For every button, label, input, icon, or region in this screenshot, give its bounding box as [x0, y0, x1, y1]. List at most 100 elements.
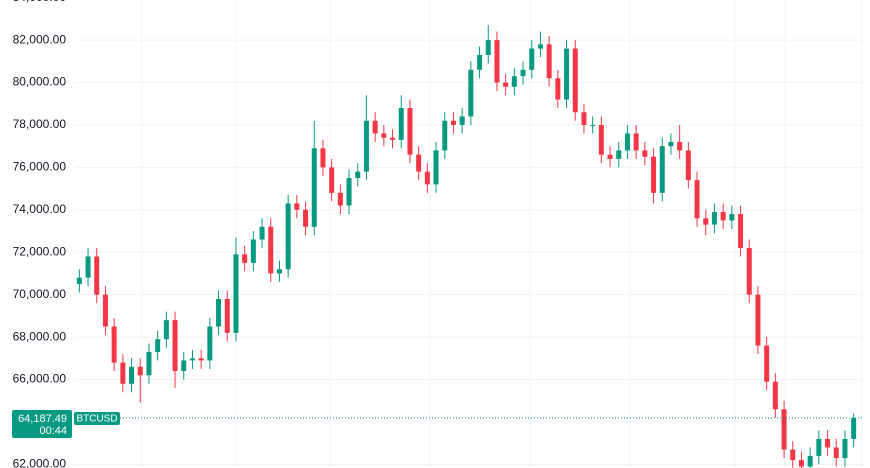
candle-body	[677, 141, 683, 151]
candle-body	[224, 298, 230, 333]
candle-body	[537, 44, 543, 49]
y-tick-label: 80,000.00	[13, 75, 67, 89]
candle-body	[529, 48, 535, 70]
candle-body	[102, 294, 108, 327]
y-tick-label: 74,000.00	[13, 202, 67, 216]
candle-body	[329, 167, 335, 193]
candle-body	[477, 54, 483, 70]
candle-body	[616, 150, 622, 159]
candle-body	[546, 44, 552, 79]
candle-body	[355, 171, 361, 178]
candle-body	[442, 120, 448, 151]
candle-body	[668, 141, 674, 147]
candle-body	[564, 48, 570, 100]
candle-body	[285, 203, 291, 270]
candle-body	[772, 381, 778, 410]
candle-body	[651, 156, 657, 193]
candle-body	[807, 455, 813, 467]
candle-body	[825, 438, 831, 448]
y-tick-label: 62,000.00	[13, 457, 67, 468]
candle-body	[555, 78, 561, 100]
candle-body	[572, 48, 578, 113]
candle-body	[703, 218, 709, 225]
candle-body	[842, 438, 848, 459]
candle-body	[189, 358, 195, 361]
candle-body	[207, 326, 213, 361]
candle-body	[468, 69, 474, 117]
candle-body	[346, 177, 352, 206]
candle-body	[503, 82, 509, 87]
candle-body	[129, 366, 135, 384]
candle-body	[311, 148, 317, 227]
candle-body	[111, 326, 117, 363]
candle-body	[294, 203, 300, 210]
y-tick-label: 70,000.00	[13, 287, 67, 301]
candle-body	[633, 133, 639, 151]
last-price-box	[12, 409, 72, 438]
candle-body	[798, 460, 804, 467]
candle-body	[790, 449, 796, 461]
candle-body	[833, 447, 839, 459]
candle-body	[146, 351, 152, 376]
y-tick-label: 66,000.00	[13, 372, 67, 386]
candle-body	[659, 146, 665, 193]
candle-body	[711, 211, 717, 225]
candle-body	[738, 214, 744, 249]
candle-body	[250, 239, 256, 263]
symbol-box	[74, 411, 120, 425]
candle-body	[398, 107, 404, 140]
candle-body	[137, 366, 143, 376]
candle-body	[764, 345, 770, 382]
last-price-label: 64,187.49	[18, 413, 67, 425]
candle-body	[685, 150, 691, 181]
candle-body	[746, 248, 752, 295]
candle-body	[433, 150, 439, 185]
candle-body	[729, 214, 735, 221]
candle-body	[181, 360, 187, 372]
candle-body	[120, 362, 126, 384]
candle-body	[511, 76, 517, 87]
candle-body	[494, 40, 500, 83]
candle-body	[424, 171, 430, 185]
candle-body	[720, 211, 726, 221]
candle-body	[520, 69, 526, 77]
candle-body	[755, 294, 761, 346]
candle-body	[485, 40, 491, 55]
x-grid	[141, 0, 863, 468]
candle-body	[459, 116, 465, 125]
candle-body	[381, 133, 387, 138]
candle-body	[320, 148, 326, 168]
candle-body	[337, 192, 343, 206]
candle-body	[390, 137, 396, 140]
y-tick-label: 82,000.00	[13, 32, 67, 46]
candle-body	[259, 226, 265, 240]
candle-body	[363, 120, 369, 172]
candle-body	[450, 120, 456, 125]
candle-body	[163, 320, 169, 340]
candle-body	[816, 438, 822, 456]
candle-body	[624, 133, 630, 151]
candle-body	[155, 339, 161, 352]
symbol-label: BTCUSD	[76, 414, 117, 425]
y-tick-label: 76,000.00	[13, 160, 67, 174]
candle-body	[372, 120, 378, 134]
candle-body	[268, 226, 274, 274]
candle-body	[607, 154, 613, 159]
y-tick-label: 72,000.00	[13, 244, 67, 258]
candle-body	[242, 254, 248, 263]
candle-body	[642, 150, 648, 157]
candle-body	[851, 417, 857, 439]
candle-body	[76, 277, 82, 285]
candle-body	[216, 298, 222, 327]
y-tick-label: 78,000.00	[13, 117, 67, 131]
candle-body	[407, 107, 413, 155]
candle-body	[581, 112, 587, 125]
candle-body	[303, 209, 309, 227]
countdown: 00:44	[39, 425, 67, 437]
candle-body	[590, 124, 596, 126]
candle-body	[781, 409, 787, 450]
candle-body	[598, 124, 604, 155]
candle-body	[198, 358, 204, 361]
y-tick-label: 68,000.00	[13, 329, 67, 343]
